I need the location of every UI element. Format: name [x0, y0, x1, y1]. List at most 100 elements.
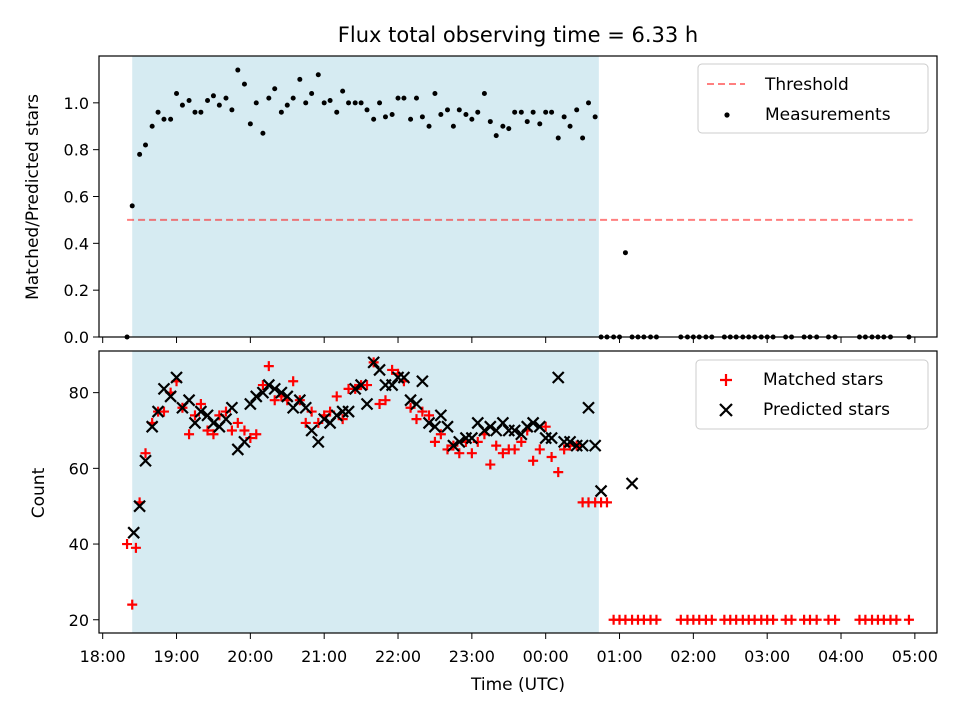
measurement-point: [284, 102, 290, 108]
x-tick-label: 23:00: [449, 647, 495, 666]
measurement-point: [561, 114, 567, 120]
measurement-point: [186, 97, 192, 103]
measurement-point: [205, 97, 211, 103]
matched-star-point: [184, 429, 195, 440]
predicted-star-point: [434, 409, 448, 422]
measurement-point: [253, 100, 259, 106]
measurement-point: [493, 133, 499, 139]
predicted-star-point: [219, 412, 233, 426]
x-tick-label: 20:00: [227, 647, 273, 666]
top-shaded-interval: [132, 56, 599, 337]
predicted-star-point: [465, 431, 479, 445]
measurement-point: [622, 250, 628, 256]
matched-star-point: [257, 380, 268, 391]
measurement-point: [438, 112, 444, 118]
predicted-star-point: [582, 401, 595, 415]
predicted-star-point: [625, 477, 639, 490]
measurement-point: [487, 119, 493, 125]
measurement-point: [155, 109, 161, 115]
legend-predicted-label: Predicted stars: [763, 400, 890, 420]
predicted-star-point: [422, 416, 436, 430]
predicted-star-point: [139, 454, 152, 468]
top-y-tick-label: 0.2: [64, 281, 89, 300]
measurement-point: [303, 100, 309, 106]
matched-star-point: [269, 395, 280, 406]
matched-star-point: [130, 542, 141, 553]
legend-matched-label: Matched stars: [763, 370, 883, 390]
predicted-star-point: [201, 409, 214, 422]
matched-star-point: [811, 614, 822, 625]
matched-star-point: [516, 436, 527, 447]
measurement-point: [192, 109, 198, 115]
matched-star-point: [362, 380, 373, 391]
measurement-point: [444, 107, 450, 113]
predicted-star-point: [526, 416, 540, 430]
matched-star-point: [140, 448, 151, 459]
measurement-point: [463, 112, 469, 118]
measurement-point: [475, 109, 481, 115]
matched-star-point: [429, 436, 440, 447]
measurement-point: [352, 100, 358, 106]
matched-star-point: [374, 398, 385, 409]
measurement-point: [371, 116, 377, 122]
matched-star-point: [202, 425, 213, 436]
x-axis-label: Time (UTC): [470, 675, 565, 695]
bottom-legend-box: [695, 359, 929, 430]
predicted-star-point: [145, 420, 159, 433]
measurement-point: [469, 116, 475, 122]
measurement-point: [174, 90, 180, 96]
predicted-star-point: [151, 405, 165, 418]
predicted-star-point: [317, 412, 331, 426]
matched-star-point: [387, 364, 398, 375]
measurement-point: [592, 114, 598, 120]
predicted-star-point: [127, 526, 140, 539]
measurement-point: [260, 130, 266, 136]
matched-star-point: [454, 448, 465, 459]
measurement-point: [137, 151, 143, 157]
matched-star-point: [195, 398, 206, 409]
measurement-point: [247, 121, 253, 127]
matched-star-point: [424, 410, 435, 421]
predicted-star-point: [367, 356, 380, 369]
top-y-tick-label: 0.4: [64, 234, 89, 253]
predicted-star-point: [225, 401, 239, 415]
measurement-point: [450, 123, 456, 129]
x-tick-label: 19:00: [153, 647, 199, 666]
matched-star-point: [534, 444, 545, 455]
measurement-point: [266, 95, 272, 101]
measurement-point: [241, 81, 247, 87]
bottom-axes-frame: [98, 350, 938, 634]
measurement-point: [161, 116, 167, 122]
matched-star-point: [331, 391, 342, 402]
x-tick-label: 18:00: [80, 647, 126, 666]
predicted-star-point: [238, 435, 251, 449]
matched-star-point: [232, 417, 243, 428]
legend-measurements-label: Measurements: [765, 105, 891, 125]
predicted-star-point: [262, 378, 276, 392]
bottom-shaded-interval: [132, 351, 599, 633]
top-y-axis-label: Matched/Predicted stars: [23, 94, 43, 300]
predicted-star-point: [348, 382, 362, 396]
matched-star-point: [435, 429, 446, 440]
predicted-star-point: [385, 378, 399, 392]
matched-star-point: [540, 421, 551, 432]
predicted-star-point: [594, 484, 608, 498]
matched-star-point: [411, 414, 422, 425]
predicted-star-point: [164, 390, 177, 403]
matched-star-point: [158, 406, 169, 417]
matched-star-point: [300, 417, 311, 428]
matched-star-point: [288, 376, 299, 387]
predicted-star-point: [330, 409, 344, 422]
measurement-point: [524, 119, 530, 125]
measurement-point: [408, 116, 414, 122]
matched-star-point: [601, 497, 612, 508]
matched-star-point: [380, 395, 391, 406]
measurement-point: [129, 203, 135, 209]
legend-measurements-swatch: [724, 112, 730, 118]
measurement-point: [419, 114, 425, 120]
predicted-star-point: [563, 435, 577, 449]
x-tick-label: 01:00: [596, 647, 642, 666]
predicted-star-point: [397, 371, 411, 384]
predicted-star-point: [305, 424, 318, 437]
